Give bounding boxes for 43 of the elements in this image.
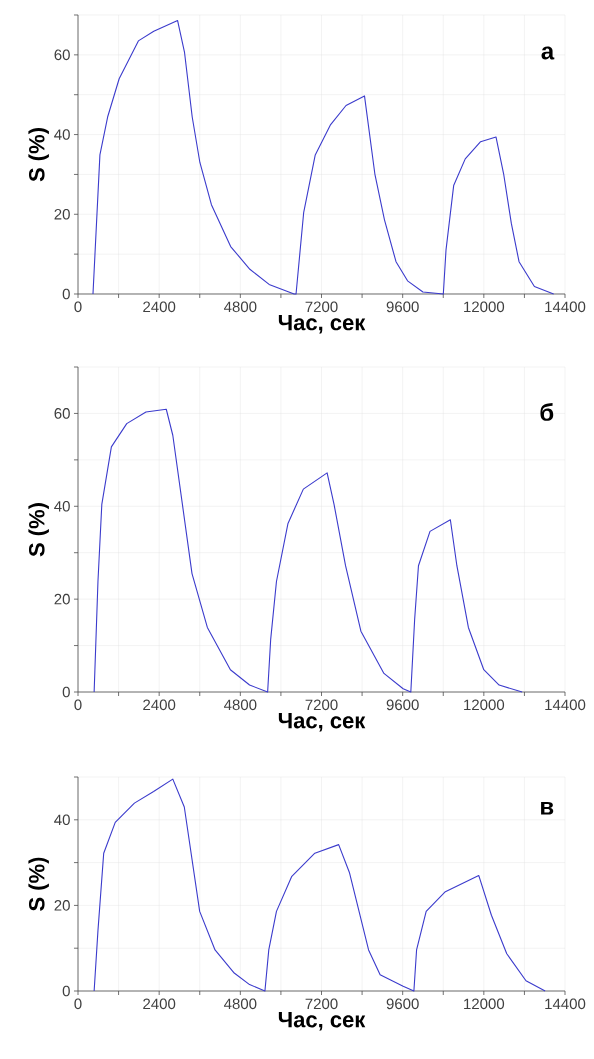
line-series — [93, 408, 523, 693]
x-tick-label: 12000 — [464, 301, 505, 313]
y-tick-label: 0 — [62, 686, 70, 698]
y-tick-label: 20 — [54, 208, 70, 220]
annotation: в — [541, 801, 554, 815]
x-tick-label: 9600 — [386, 998, 419, 1010]
annotation: а — [541, 46, 555, 60]
x-tick-label: 2400 — [143, 699, 176, 711]
x-tick-label: 14400 — [545, 301, 586, 313]
x-tick-label: 2400 — [143, 998, 176, 1010]
x-axis-title: Час, сек — [278, 315, 366, 334]
y-tick-label: 40 — [54, 814, 70, 826]
x-tick-label: 7200 — [305, 998, 338, 1010]
y-axis-title: S (%) — [28, 128, 49, 182]
x-tick-label: 12000 — [464, 998, 505, 1010]
x-tick-label: 4800 — [224, 301, 257, 313]
x-tick-label: 9600 — [386, 699, 419, 711]
y-tick-label: 40 — [54, 500, 70, 512]
x-tick-label: 2400 — [143, 301, 176, 313]
y-tick-label: 0 — [62, 288, 70, 300]
x-tick-label: 14400 — [545, 699, 586, 711]
y-tick-label: 0 — [62, 985, 70, 997]
x-tick-label: 4800 — [224, 998, 257, 1010]
x-tick-label: 0 — [74, 699, 82, 711]
x-tick-label: 14400 — [545, 998, 586, 1010]
y-tick-label: 20 — [54, 593, 70, 605]
line-series — [92, 20, 555, 295]
y-tick-label: 40 — [54, 129, 70, 140]
x-axis-title: Час, сек — [278, 713, 366, 732]
x-tick-label: 7200 — [305, 301, 338, 313]
x-tick-label: 4800 — [224, 699, 257, 711]
x-axis-title: Час, сек — [278, 1012, 366, 1031]
y-axis-title: S (%) — [28, 503, 49, 557]
y-axis-title: S (%) — [28, 857, 49, 911]
x-tick-label: 7200 — [305, 699, 338, 711]
x-tick-label: 0 — [74, 998, 82, 1010]
y-tick-label: 60 — [54, 408, 70, 419]
x-tick-label: 12000 — [464, 699, 505, 711]
y-tick-label: 20 — [54, 900, 70, 911]
x-tick-label: 0 — [74, 301, 82, 313]
y-tick-label: 60 — [54, 49, 70, 61]
annotation: б — [540, 403, 554, 421]
x-tick-label: 9600 — [386, 301, 419, 313]
